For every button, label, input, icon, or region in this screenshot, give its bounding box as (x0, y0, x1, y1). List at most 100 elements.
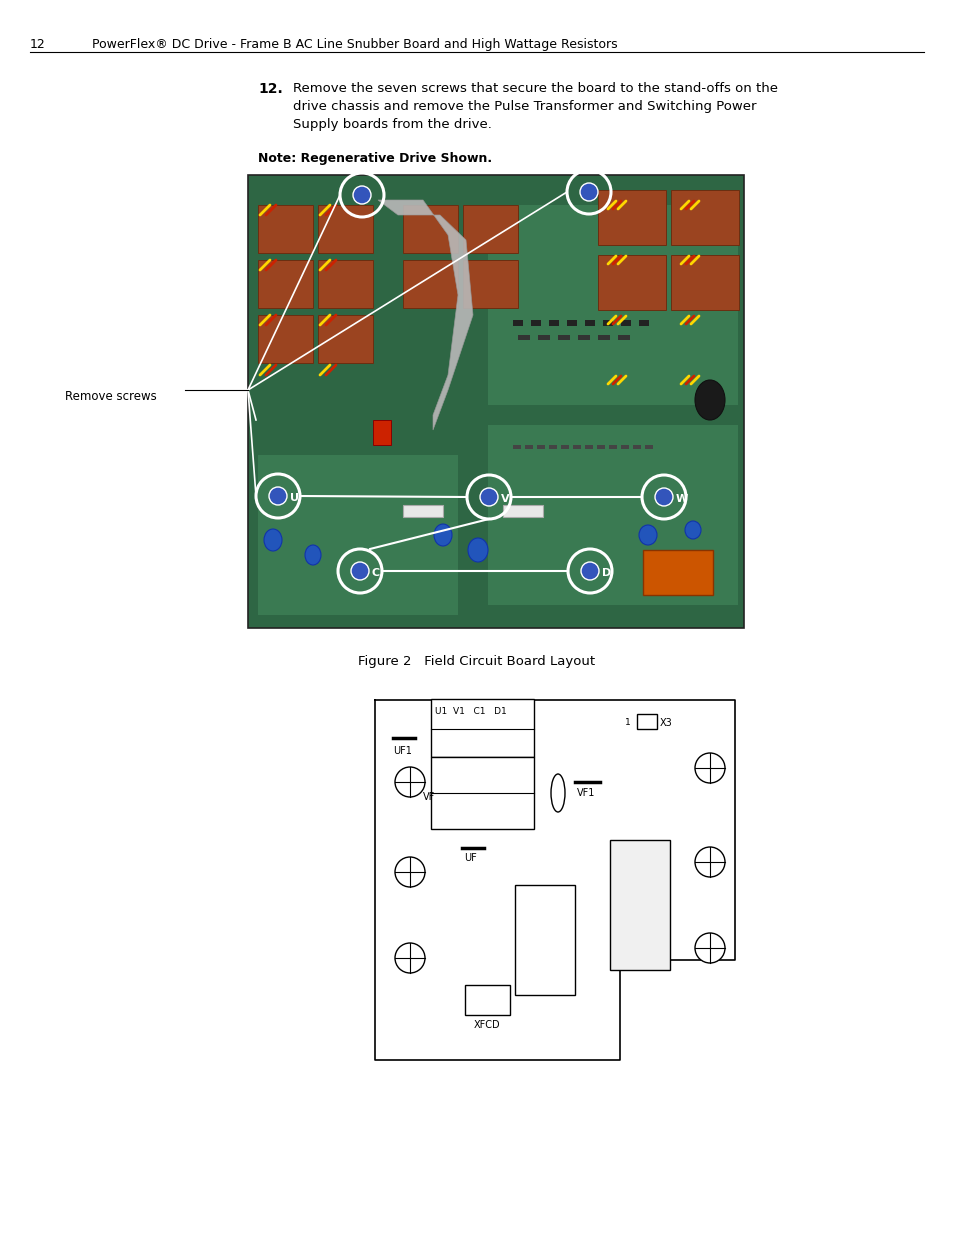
Bar (566, 320, 577, 326)
Bar (257, 315, 313, 363)
Text: Note: Regenerative Drive Shown.: Note: Regenerative Drive Shown. (257, 152, 492, 165)
Bar (637, 714, 657, 729)
Bar (524, 445, 533, 450)
Text: Remove the seven screws that secure the board to the stand-offs on the: Remove the seven screws that secure the … (293, 82, 778, 95)
Bar (317, 205, 373, 253)
Circle shape (353, 186, 371, 204)
Bar (670, 254, 739, 310)
Bar (517, 335, 530, 340)
Text: U: U (290, 493, 298, 503)
Bar (402, 261, 457, 308)
Circle shape (695, 847, 724, 877)
Ellipse shape (264, 529, 282, 551)
Polygon shape (377, 200, 473, 430)
Bar (598, 254, 665, 310)
Bar (257, 205, 313, 253)
Bar (488, 425, 738, 605)
Bar (317, 315, 373, 363)
Bar (513, 320, 522, 326)
Bar (402, 205, 457, 253)
Text: Figure 2   Field Circuit Board Layout: Figure 2 Field Circuit Board Layout (358, 655, 595, 668)
Bar (537, 445, 544, 450)
Text: Remove screws: Remove screws (65, 390, 156, 403)
Text: drive chassis and remove the Pulse Transformer and Switching Power: drive chassis and remove the Pulse Trans… (293, 100, 756, 112)
Text: V: V (500, 494, 509, 504)
Ellipse shape (551, 774, 564, 811)
Bar (548, 445, 557, 450)
Bar (502, 505, 542, 517)
Bar (462, 205, 517, 253)
Bar (642, 550, 712, 595)
Bar (440, 790, 448, 820)
Bar (620, 445, 628, 450)
Text: 12: 12 (30, 38, 46, 51)
Bar (248, 175, 743, 629)
Circle shape (695, 932, 724, 963)
Text: 12.: 12. (257, 82, 282, 96)
Text: U1  V1   C1   D1: U1 V1 C1 D1 (435, 706, 506, 716)
Bar (597, 445, 604, 450)
Bar (584, 445, 593, 450)
Ellipse shape (434, 524, 452, 546)
Text: Supply boards from the drive.: Supply boards from the drive. (293, 119, 492, 131)
Circle shape (695, 753, 724, 783)
Bar (513, 445, 520, 450)
Bar (488, 205, 738, 405)
Bar (257, 454, 457, 615)
Ellipse shape (468, 538, 488, 562)
Bar (558, 335, 569, 340)
Bar (584, 320, 595, 326)
Text: UF: UF (463, 853, 476, 863)
Ellipse shape (695, 380, 724, 420)
Bar (602, 320, 613, 326)
Bar (598, 335, 609, 340)
Bar (620, 320, 630, 326)
Bar (609, 840, 669, 969)
Bar (618, 335, 629, 340)
Ellipse shape (684, 521, 700, 538)
Circle shape (479, 488, 497, 506)
Circle shape (269, 487, 287, 505)
Text: PowerFlex® DC Drive - Frame B AC Line Snubber Board and High Wattage Resistors: PowerFlex® DC Drive - Frame B AC Line Sn… (91, 38, 617, 51)
Bar (257, 261, 313, 308)
Bar (598, 190, 665, 245)
Text: XFCD: XFCD (474, 1020, 500, 1030)
Bar (670, 190, 739, 245)
Bar (402, 505, 442, 517)
Bar (619, 960, 734, 1060)
Bar (373, 420, 391, 445)
Circle shape (395, 857, 424, 887)
Ellipse shape (639, 525, 657, 545)
Bar (578, 335, 589, 340)
Bar (560, 445, 568, 450)
Circle shape (580, 562, 598, 580)
Bar (548, 320, 558, 326)
Circle shape (351, 562, 369, 580)
Text: UF1: UF1 (393, 746, 412, 756)
Bar (644, 445, 652, 450)
Bar (531, 320, 540, 326)
Text: VF1: VF1 (577, 788, 595, 798)
Bar (317, 261, 373, 308)
Bar (464, 986, 510, 1015)
Bar (462, 261, 517, 308)
Bar (515, 885, 575, 995)
Text: VF: VF (422, 792, 435, 802)
Bar (608, 445, 617, 450)
Bar (431, 699, 534, 757)
Bar (375, 700, 734, 1060)
Bar (537, 335, 550, 340)
Text: X3: X3 (659, 718, 672, 727)
Text: D: D (601, 568, 611, 578)
Text: C: C (372, 568, 379, 578)
Circle shape (579, 183, 598, 201)
Text: 1: 1 (624, 718, 630, 727)
Bar (431, 757, 534, 829)
Circle shape (395, 767, 424, 797)
Bar (633, 445, 640, 450)
Circle shape (655, 488, 672, 506)
Bar (573, 445, 580, 450)
Circle shape (395, 944, 424, 973)
Text: W: W (676, 494, 687, 504)
Bar (639, 320, 648, 326)
